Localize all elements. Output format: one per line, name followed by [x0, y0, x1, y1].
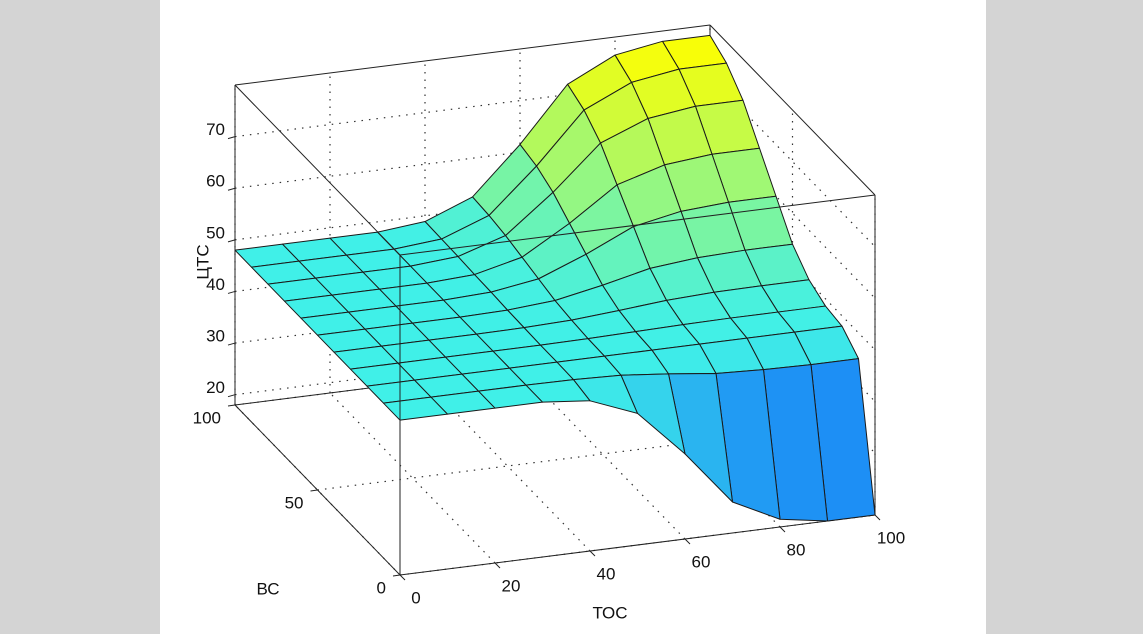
y-tick-label: 50 — [285, 493, 304, 512]
box-edge — [399, 194, 876, 256]
z-tick-label: 20 — [206, 378, 225, 397]
surface — [234, 34, 876, 522]
y-tick-label: 100 — [193, 408, 221, 427]
x-tick — [684, 538, 691, 545]
y-axis-label: ВС — [256, 579, 279, 598]
box-edge — [234, 84, 401, 256]
box-edge — [709, 24, 876, 196]
box-edge — [399, 514, 876, 576]
z-tick — [227, 394, 236, 398]
y-tick-label: 0 — [377, 578, 386, 597]
x-tick-label: 100 — [877, 528, 905, 547]
x-tick — [779, 526, 786, 533]
y-tick — [227, 404, 236, 407]
front-layer: 0 20 40 60 80 100 0 50 100 20 30 40 50 60 70 — [193, 84, 905, 607]
z-tick-label: 30 — [206, 327, 225, 346]
x-tick — [399, 574, 406, 581]
z-tick-label: 50 — [206, 223, 225, 242]
box-edge — [234, 24, 711, 86]
x-tick-label: 40 — [597, 564, 616, 583]
x-tick-label: 60 — [692, 552, 711, 571]
x-tick-label: 20 — [502, 576, 521, 595]
x-tick — [494, 562, 501, 569]
z-tick-label: 60 — [206, 172, 225, 191]
z-tick — [227, 342, 236, 346]
z-tick — [227, 187, 236, 191]
z-tick — [227, 290, 236, 294]
y-tick — [392, 574, 401, 577]
x-tick — [589, 550, 596, 557]
z-axis-label: ЦТС — [193, 244, 212, 279]
y-tick — [310, 489, 318, 492]
x-tick — [874, 514, 881, 521]
z-tick-label: 70 — [206, 120, 225, 139]
x-tick-label: 80 — [787, 540, 806, 559]
z-tick-label: 40 — [206, 275, 225, 294]
z-tick — [227, 239, 236, 243]
x-tick-label: 0 — [411, 588, 420, 607]
z-tick — [227, 136, 236, 140]
x-axis-label: ТОС — [592, 603, 627, 622]
